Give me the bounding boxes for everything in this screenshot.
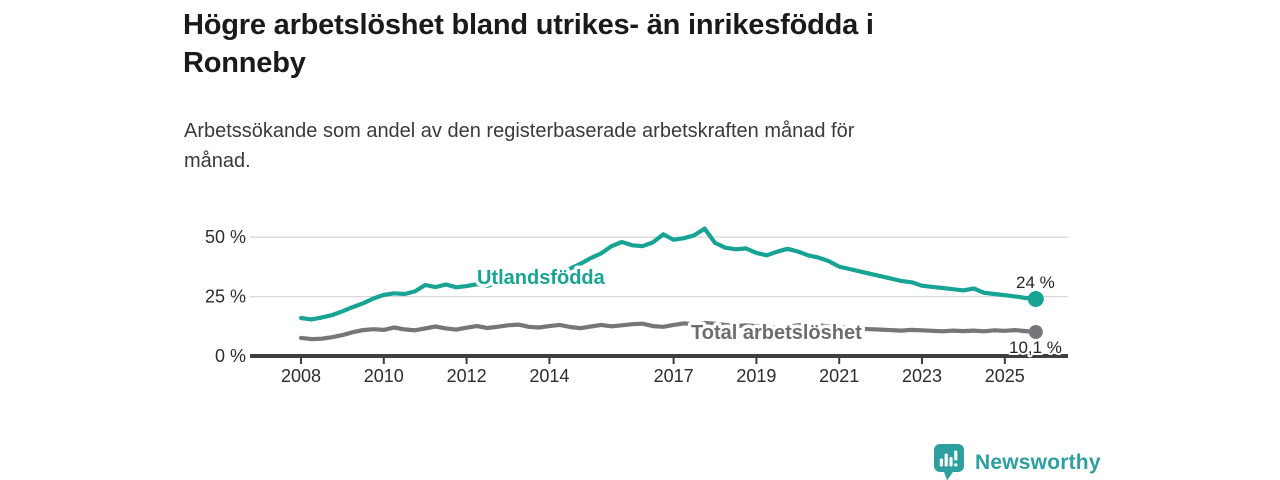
end-value-utlandsfodda: 24 %: [1016, 273, 1055, 292]
x-axis-tick-label: 2010: [364, 366, 404, 386]
series-end-dots: [1027, 291, 1044, 339]
series-label-total-arbetsloshet: Total arbetslöshet: [691, 322, 862, 344]
series-label-utlandsfodda: Utlandsfödda: [477, 267, 606, 289]
end-value-total-arbetsloshet: 10,1 %: [1009, 338, 1062, 357]
series-lines: [298, 226, 1038, 342]
y-axis-tick-label: 50 %: [205, 227, 246, 247]
series-line-1: [298, 320, 1038, 342]
newsworthy-logo: Newsworthy: [934, 444, 1101, 480]
x-axis-tick-label: 2019: [736, 366, 776, 386]
bar-chart-glyph: [939, 450, 958, 467]
chart-subtitle: Arbetssökande som andel av den registerb…: [184, 120, 855, 172]
axes: 0 % 25 % 50 % 2008 2010 2012 2014 2017 2019 2021 2…: [205, 227, 1068, 386]
y-axis-tick-label: 0 %: [215, 346, 246, 366]
x-axis-tick-label: 2021: [819, 366, 859, 386]
newsworthy-logo-icon: [934, 444, 964, 480]
brand-name: Newsworthy: [975, 451, 1101, 474]
chart-title: Högre arbetslöshet bland utrikes- än inr…: [183, 9, 874, 79]
x-axis-tick-label: 2012: [447, 366, 487, 386]
series-end-dot-0: [1027, 291, 1044, 307]
y-axis-tick-label: 25 %: [205, 287, 246, 307]
x-axis-tick-label: 2025: [985, 366, 1025, 386]
x-axis-tick-label: 2023: [902, 366, 942, 386]
x-axis-tick-label: 2017: [654, 366, 694, 386]
x-axis-tick-label: 2008: [281, 366, 321, 386]
series-end-dot-1: [1028, 325, 1043, 339]
series-line-0: [298, 226, 1038, 322]
x-axis-tick-label: 2014: [529, 366, 569, 386]
